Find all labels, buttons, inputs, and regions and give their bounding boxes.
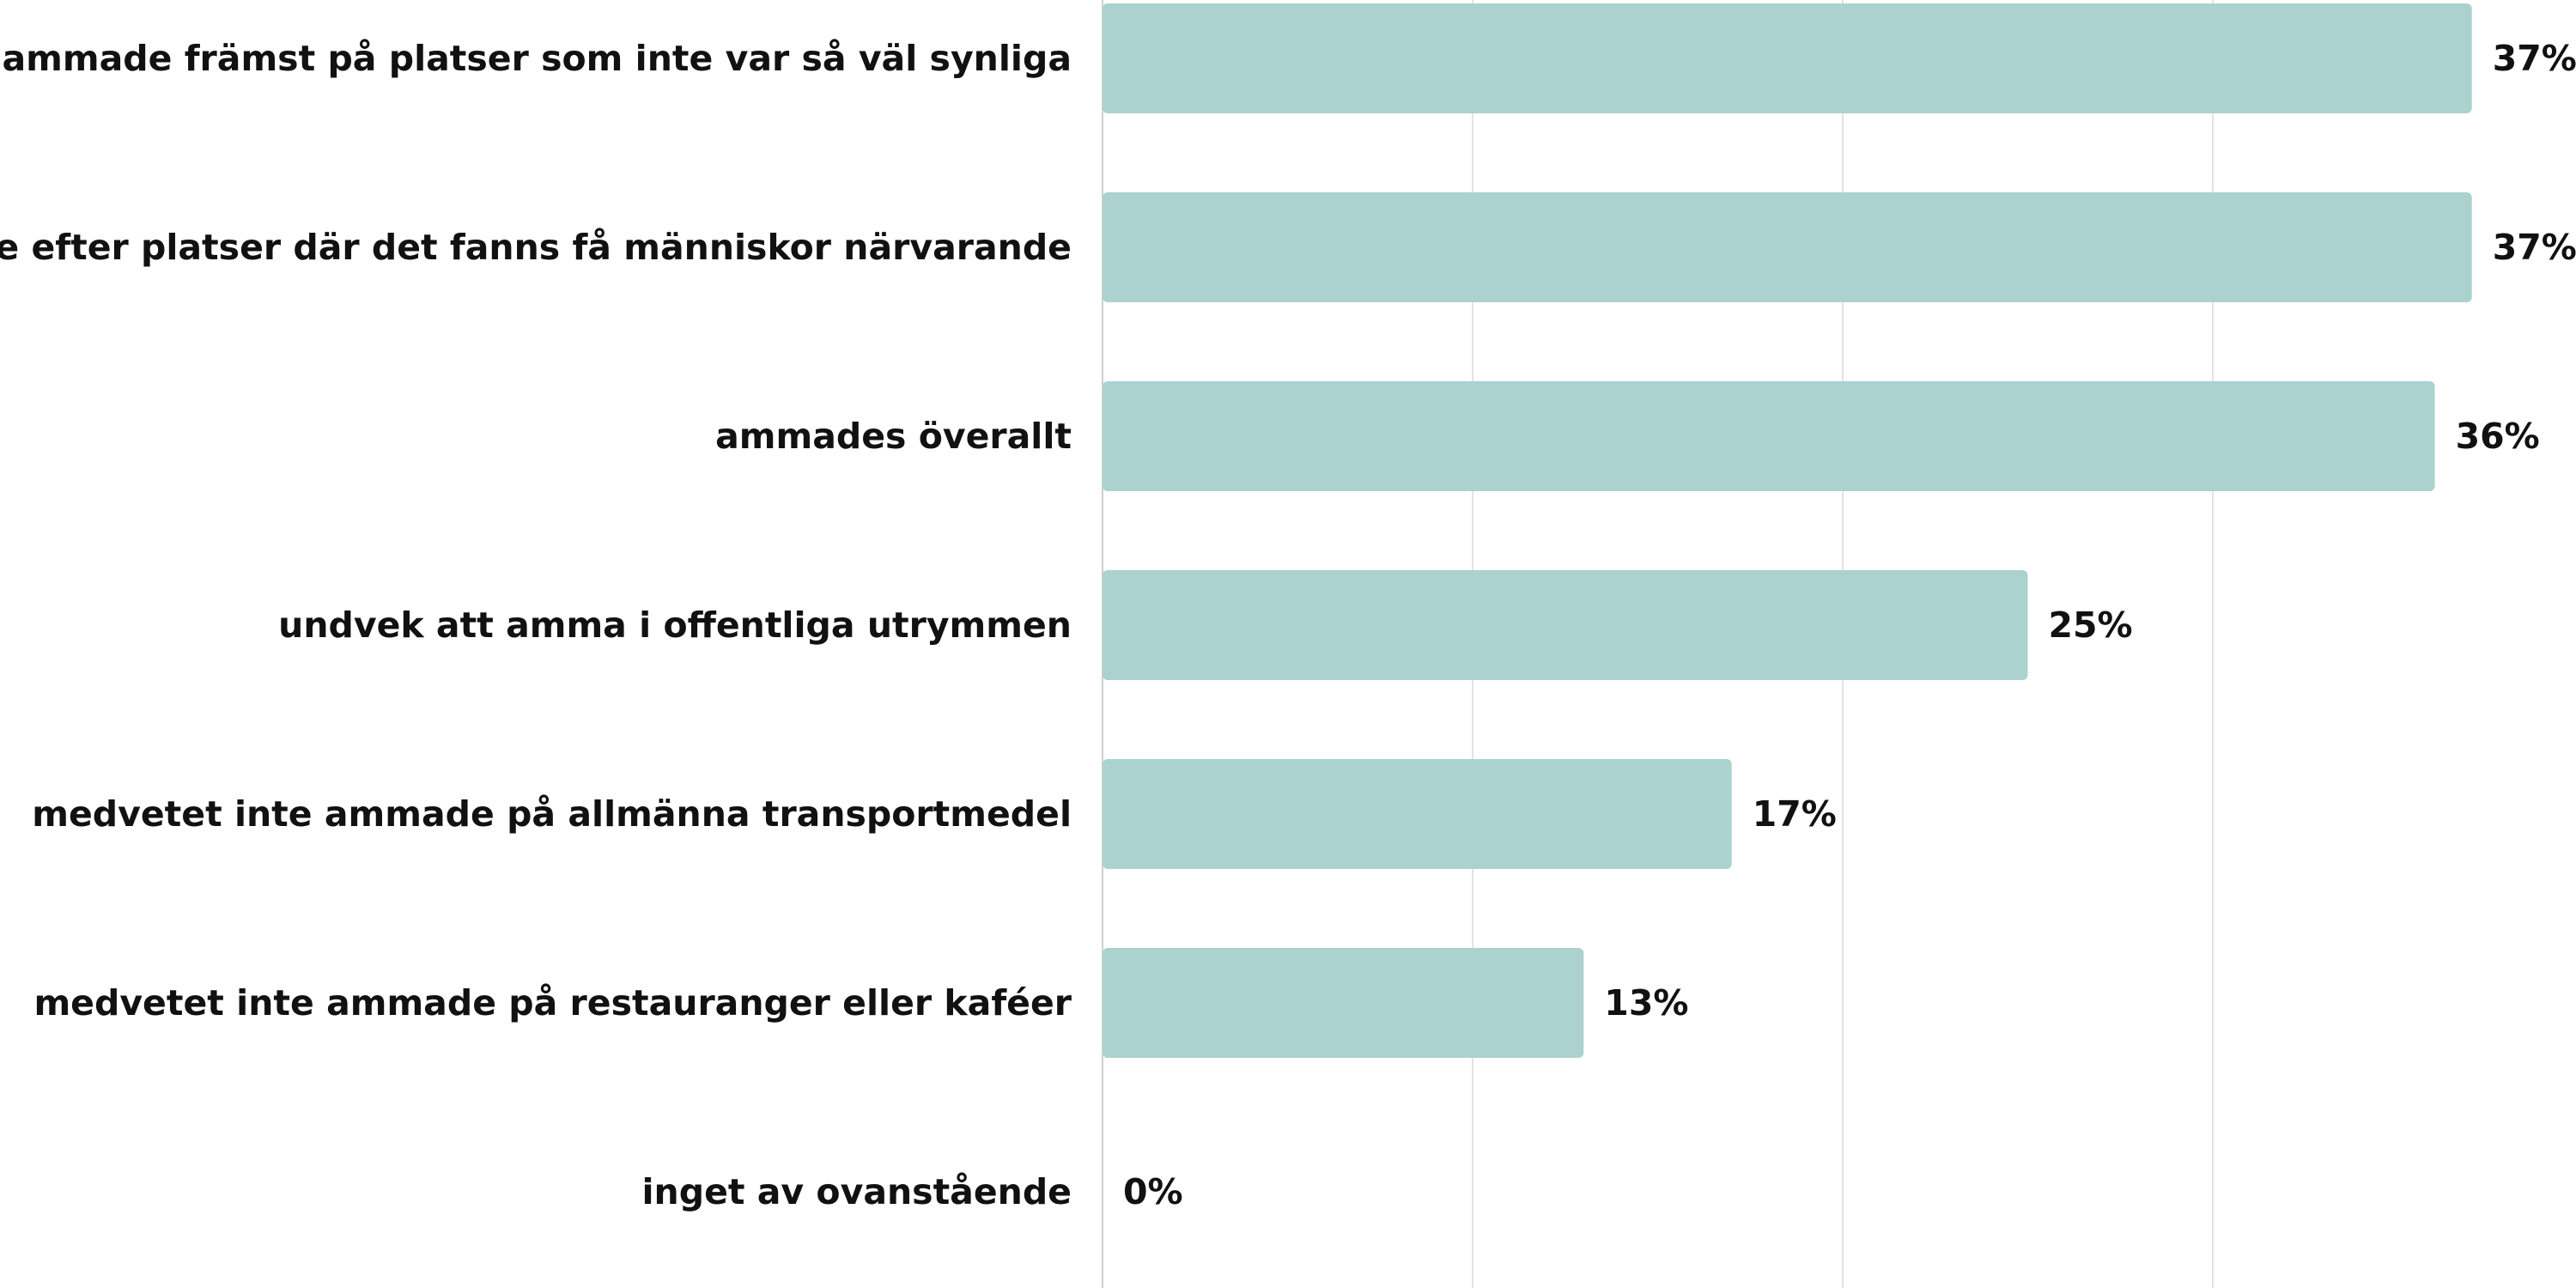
category-labels: ammade främst på platser som inte var så… bbox=[0, 38, 1072, 1212]
category-label-3: undvek att amma i offentliga utrymmen bbox=[278, 605, 1072, 646]
bars bbox=[1103, 3, 2472, 1058]
value-label-5: 13% bbox=[1604, 982, 1688, 1024]
category-label-1: letade efter platser där det fanns få mä… bbox=[0, 227, 1072, 268]
category-label-4: medvetet inte ammade på allmänna transpo… bbox=[32, 793, 1072, 835]
category-label-5: medvetet inte ammade på restauranger ell… bbox=[33, 982, 1072, 1024]
category-label-6: inget av ovanstående bbox=[641, 1171, 1072, 1212]
value-label-4: 17% bbox=[1753, 793, 1837, 835]
value-label-6: 0% bbox=[1123, 1171, 1183, 1212]
bar-3 bbox=[1103, 570, 2028, 680]
bar-5 bbox=[1103, 948, 1584, 1058]
category-label-0: ammade främst på platser som inte var så… bbox=[3, 38, 1072, 79]
bar-1 bbox=[1103, 192, 2472, 302]
category-label-2: ammades överallt bbox=[715, 416, 1072, 457]
bar-2 bbox=[1103, 381, 2435, 491]
value-label-0: 37% bbox=[2493, 38, 2576, 79]
value-label-2: 36% bbox=[2456, 416, 2540, 457]
value-label-3: 25% bbox=[2049, 605, 2133, 646]
bar-0 bbox=[1103, 3, 2472, 113]
value-labels: 37% 37% 36% 25% 17% 13% 0% bbox=[1123, 38, 2576, 1212]
value-label-1: 37% bbox=[2493, 227, 2576, 268]
bar-4 bbox=[1103, 759, 1732, 869]
